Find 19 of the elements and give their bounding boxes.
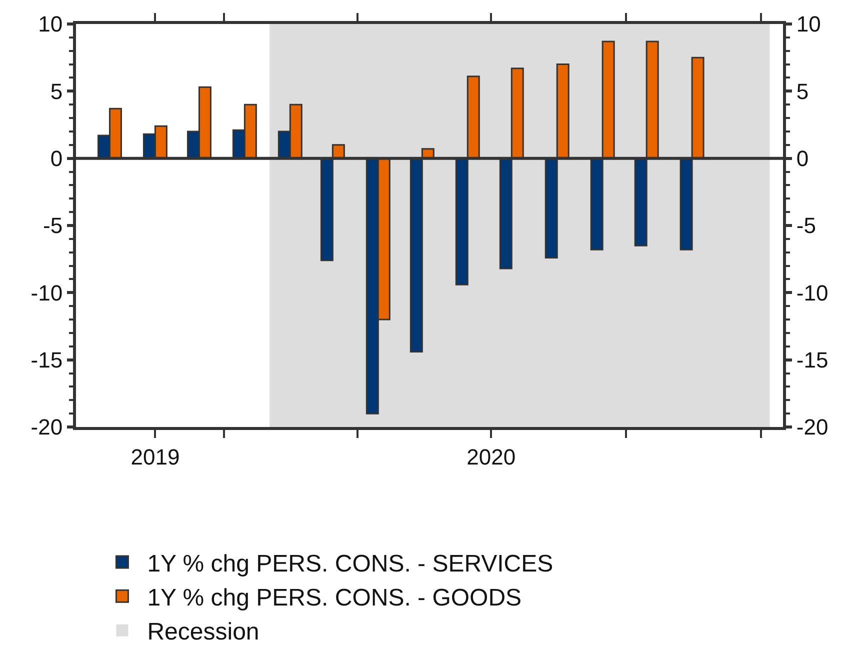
y2-tick-label: 10 xyxy=(796,12,821,37)
y2-tick-label: -20 xyxy=(796,414,828,440)
legend-label: 1Y % chg PERS. CONS. - GOODS xyxy=(147,584,522,612)
y-tick-label: 5 xyxy=(50,78,63,104)
y2-tick-label: 5 xyxy=(796,78,809,104)
y2-tick-label: -10 xyxy=(796,280,828,306)
y2-tick-label: -5 xyxy=(796,213,816,238)
y-tick-label: 0 xyxy=(50,146,63,172)
x-tick-label: 2020 xyxy=(466,444,516,470)
y-tick-label: 10 xyxy=(38,12,63,37)
y-tick-label: -20 xyxy=(30,414,63,440)
y2-tick-label: -15 xyxy=(796,348,828,373)
y-tick-label: -10 xyxy=(30,280,63,306)
y2-tick-label: 0 xyxy=(796,146,809,172)
legend-label: 1Y % chg PERS. CONS. - SERVICES xyxy=(147,550,554,578)
x-tick-label: 2019 xyxy=(130,444,180,470)
y-tick-label: -15 xyxy=(30,348,63,373)
y-tick-label: -5 xyxy=(43,213,63,238)
legend-label: Recession xyxy=(147,618,260,646)
